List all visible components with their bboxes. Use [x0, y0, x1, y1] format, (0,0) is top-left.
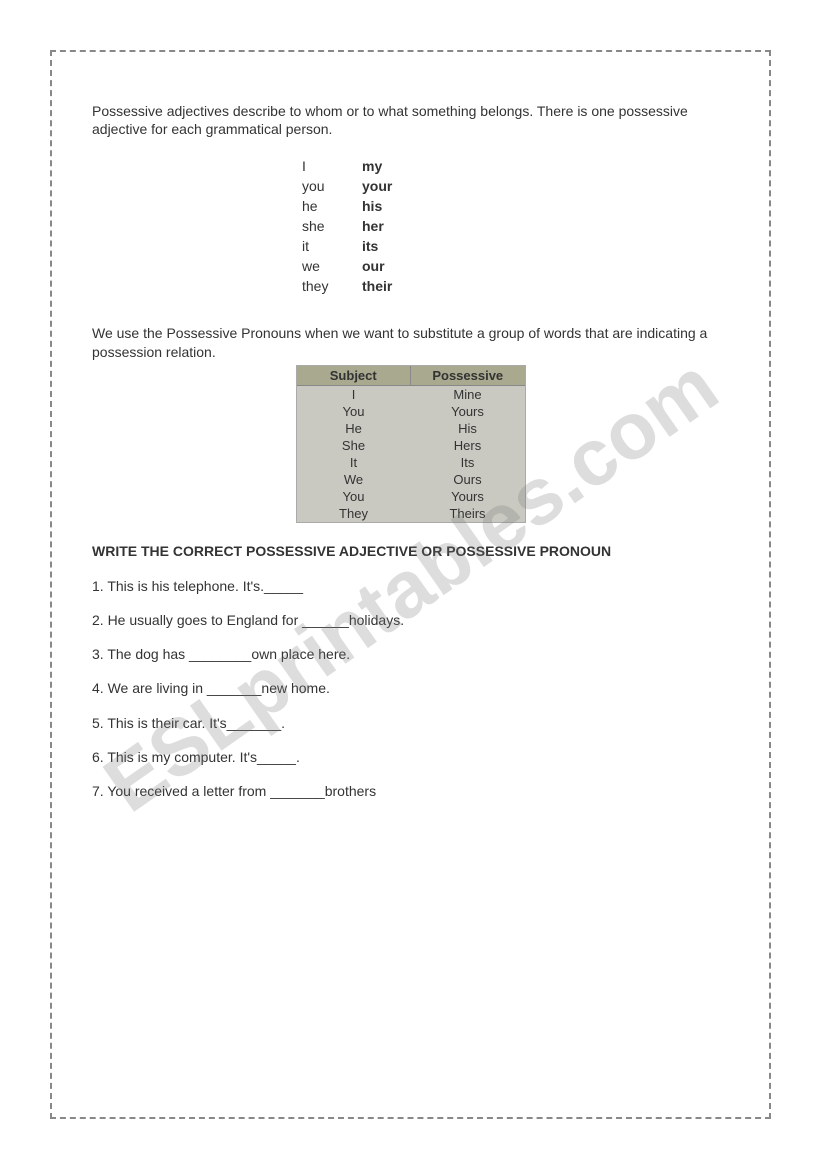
- pronoun-subject: You: [297, 403, 411, 420]
- pronoun-possessive: Theirs: [411, 505, 525, 522]
- pronoun-header-possessive: Possessive: [411, 366, 525, 385]
- adj-subject: she: [302, 218, 362, 234]
- pronoun-row: It Its: [297, 454, 525, 471]
- pronoun-row: We Ours: [297, 471, 525, 488]
- adj-subject: you: [302, 178, 362, 194]
- question-item: 5. This is their car. It's_______.: [92, 714, 729, 732]
- pronoun-row: You Yours: [297, 403, 525, 420]
- pronoun-table: Subject Possessive I Mine You Yours He H…: [296, 365, 526, 523]
- pronoun-table-header: Subject Possessive: [297, 366, 525, 386]
- pronoun-row: I Mine: [297, 386, 525, 403]
- intro2-text: We use the Possessive Pronouns when we w…: [92, 324, 729, 360]
- pronoun-subject: We: [297, 471, 411, 488]
- question-item: 2. He usually goes to England for ______…: [92, 611, 729, 629]
- pronoun-subject: He: [297, 420, 411, 437]
- pronoun-table-body: I Mine You Yours He His She Hers It Its …: [297, 386, 525, 522]
- pronoun-subject: You: [297, 488, 411, 505]
- questions-list: 1. This is his telephone. It's._____ 2. …: [92, 577, 729, 800]
- adj-possessive: your: [362, 178, 392, 194]
- adj-row: she her: [302, 218, 729, 234]
- adjectives-table: I my you your he his she her it its we o…: [302, 158, 729, 294]
- adj-possessive: our: [362, 258, 385, 274]
- pronoun-possessive: His: [411, 420, 525, 437]
- adj-subject: we: [302, 258, 362, 274]
- pronoun-subject: They: [297, 505, 411, 522]
- question-item: 1. This is his telephone. It's._____: [92, 577, 729, 595]
- adj-possessive: my: [362, 158, 382, 174]
- pronoun-possessive: Mine: [411, 386, 525, 403]
- pronoun-possessive: Hers: [411, 437, 525, 454]
- adj-row: we our: [302, 258, 729, 274]
- question-item: 4. We are living in _______new home.: [92, 679, 729, 697]
- adj-subject: I: [302, 158, 362, 174]
- pronoun-header-subject: Subject: [297, 366, 412, 385]
- pronoun-possessive: Ours: [411, 471, 525, 488]
- question-item: 6. This is my computer. It's_____.: [92, 748, 729, 766]
- pronoun-subject: It: [297, 454, 411, 471]
- adj-possessive: its: [362, 238, 378, 254]
- adj-possessive: his: [362, 198, 382, 214]
- pronoun-row: You Yours: [297, 488, 525, 505]
- adj-row: you your: [302, 178, 729, 194]
- adj-row: it its: [302, 238, 729, 254]
- pronoun-subject: She: [297, 437, 411, 454]
- question-item: 7. You received a letter from _______bro…: [92, 782, 729, 800]
- pronoun-row: They Theirs: [297, 505, 525, 522]
- pronoun-subject: I: [297, 386, 411, 403]
- pronoun-possessive: Yours: [411, 488, 525, 505]
- adj-subject: he: [302, 198, 362, 214]
- pronoun-possessive: Yours: [411, 403, 525, 420]
- pronoun-row: He His: [297, 420, 525, 437]
- pronoun-row: She Hers: [297, 437, 525, 454]
- intro-text: Possessive adjectives describe to whom o…: [92, 102, 729, 138]
- adj-row: I my: [302, 158, 729, 174]
- adj-possessive: her: [362, 218, 384, 234]
- adj-possessive: their: [362, 278, 392, 294]
- exercise-title: WRITE THE CORRECT POSSESSIVE ADJECTIVE O…: [92, 543, 729, 559]
- adj-subject: it: [302, 238, 362, 254]
- worksheet-page: Possessive adjectives describe to whom o…: [50, 50, 771, 1119]
- pronoun-possessive: Its: [411, 454, 525, 471]
- adj-row: they their: [302, 278, 729, 294]
- adj-row: he his: [302, 198, 729, 214]
- question-item: 3. The dog has ________own place here.: [92, 645, 729, 663]
- adj-subject: they: [302, 278, 362, 294]
